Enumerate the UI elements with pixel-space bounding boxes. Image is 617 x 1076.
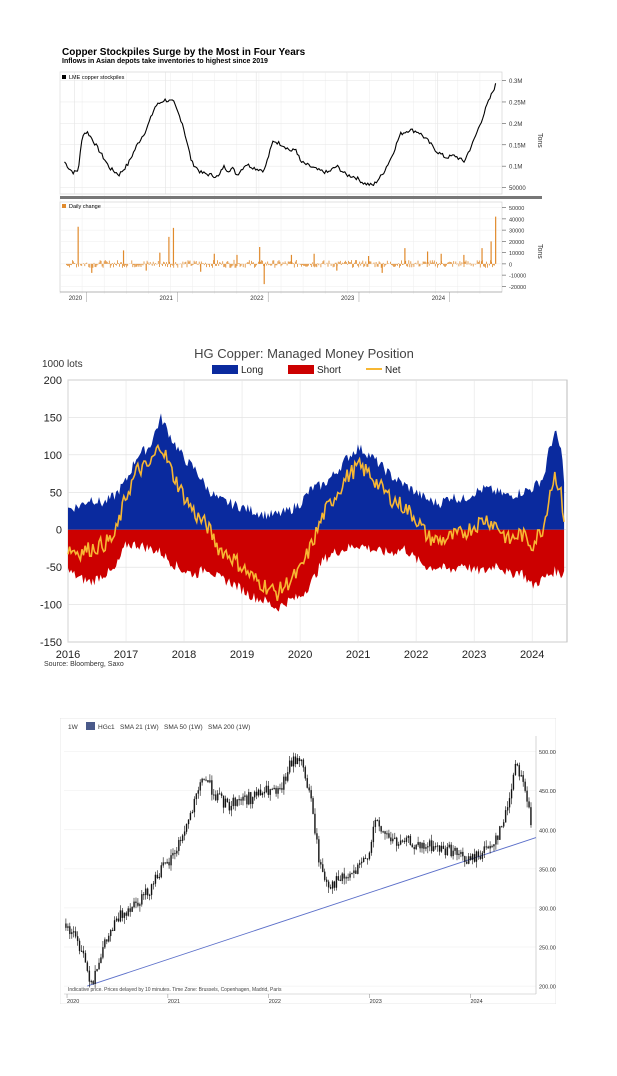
y-axis-label: Tons xyxy=(536,244,543,259)
sma200-label: SMA 200 (1W) xyxy=(208,724,250,731)
footer-note: Indicative price. Prices delayed by 10 m… xyxy=(68,987,282,993)
interval-label: 1W xyxy=(68,724,79,731)
stockpiles-svg: 0.3M 0.25M 0.2M 0.15M 0.1M 50000 Tons LME coppe… xyxy=(59,71,543,302)
legend-label: LME copper stockpiles xyxy=(69,75,125,81)
legend-swatch xyxy=(62,204,66,208)
chart-frame xyxy=(59,717,557,1005)
trendline xyxy=(87,837,537,987)
ticker-label: HGc1 xyxy=(98,724,115,731)
x-tick-label: 2024 xyxy=(432,296,446,302)
y-tick-label: 10000 xyxy=(509,251,524,257)
legend-swatch xyxy=(62,75,66,79)
chart-title: Copper Stockpiles Surge by the Most in F… xyxy=(62,47,306,58)
x-tick-label: 2022 xyxy=(250,296,264,302)
y-tick-label: 0.25M xyxy=(509,100,526,106)
legend-swatch xyxy=(288,365,314,374)
y-tick-label: 200 xyxy=(44,375,62,387)
y-tick-label: 150 xyxy=(44,412,62,424)
stockpiles-chart: Copper Stockpiles Surge by the Most in F… xyxy=(56,44,546,306)
y-tick-label: 350.00 xyxy=(539,867,556,873)
y-tick-label: 40000 xyxy=(509,217,524,223)
y-tick-label: 500.00 xyxy=(539,750,556,756)
daily-change-noise xyxy=(66,259,495,268)
x-tick-label: 2020 xyxy=(67,999,79,1004)
y-tick-label: 0.1M xyxy=(509,165,522,171)
x-tick-label: 2017 xyxy=(114,649,138,661)
x-tick-label: 2024 xyxy=(470,999,482,1004)
y-tick-label: 200.00 xyxy=(539,985,556,991)
x-tick-label: 2021 xyxy=(168,999,180,1004)
x-tick-label: 2023 xyxy=(341,296,355,302)
source-note: Source: Bloomberg, Saxo xyxy=(44,661,124,668)
legend-label: Net xyxy=(385,365,401,376)
legend-label: Short xyxy=(317,365,341,376)
series-short-area xyxy=(68,529,565,612)
y-tick-label: 0.3M xyxy=(509,79,522,85)
hgc1-price-chart: 1W HGc1 SMA 21 (1W) SMA 50 (1W) SMA 200 (1W)… xyxy=(59,717,557,1005)
y-tick-label: 0 xyxy=(56,525,62,537)
chart-title: HG Copper: Managed Money Position xyxy=(194,346,414,361)
y-axis-label: 1000 lots xyxy=(42,359,83,370)
x-tick-label: 2024 xyxy=(520,649,544,661)
x-tick-label: 2020 xyxy=(69,296,83,302)
y-tick-label: 50000 xyxy=(509,206,524,212)
y-tick-label: 0.15M xyxy=(509,143,526,149)
x-tick-label: 2023 xyxy=(370,999,382,1004)
y-tick-label: -20000 xyxy=(509,285,526,291)
y-tick-label: -10000 xyxy=(509,274,526,280)
hgc1-svg: 1W HGc1 SMA 21 (1W) SMA 50 (1W) SMA 200 (1W)… xyxy=(59,717,557,1005)
y-tick-label: -50 xyxy=(46,562,62,574)
y-tick-label: 100 xyxy=(44,450,62,462)
x-tick-label: 2021 xyxy=(159,296,173,302)
y-axis-label: Tons xyxy=(536,133,543,148)
y-tick-label: 400.00 xyxy=(539,828,556,834)
y-tick-label: 0.2M xyxy=(509,122,522,128)
y-tick-label: 50 xyxy=(50,487,62,499)
x-tick-label: 2022 xyxy=(404,649,428,661)
series-net-line xyxy=(67,443,565,601)
y-tick-label: 250.00 xyxy=(539,946,556,952)
legend-swatch xyxy=(212,365,238,374)
x-tick-label: 2022 xyxy=(269,999,281,1004)
y-tick-label: 450.00 xyxy=(539,789,556,795)
y-tick-label: 30000 xyxy=(509,229,524,235)
x-tick-label: 2019 xyxy=(230,649,254,661)
legend-label: Long xyxy=(241,365,263,376)
y-tick-label: 0 xyxy=(509,262,512,268)
stockpiles-line xyxy=(64,83,497,187)
candle-bodies xyxy=(65,756,532,984)
managed-money-svg: HG Copper: Managed Money Position 1000 lo… xyxy=(40,346,568,668)
chart-subtitle: Inflows in Asian depots take inventories… xyxy=(62,58,268,65)
y-tick-label: -100 xyxy=(40,600,62,612)
y-tick-label: 300.00 xyxy=(539,906,556,912)
x-tick-label: 2023 xyxy=(462,649,486,661)
x-tick-label: 2020 xyxy=(288,649,312,661)
y-tick-label: 20000 xyxy=(509,240,524,246)
x-tick-label: 2016 xyxy=(56,649,80,661)
managed-money-chart: HG Copper: Managed Money Position 1000 lo… xyxy=(20,340,580,670)
instrument-icon xyxy=(86,722,95,730)
x-tick-label: 2018 xyxy=(172,649,196,661)
panel-separator xyxy=(60,196,542,199)
y-tick-label: -150 xyxy=(40,637,62,649)
series-long-area xyxy=(68,413,565,530)
sma21-label: SMA 21 (1W) xyxy=(120,724,159,731)
sma50-label: SMA 50 (1W) xyxy=(164,724,203,731)
legend-label: Daily change xyxy=(69,204,101,210)
y-tick-label: 50000 xyxy=(509,186,526,192)
x-tick-label: 2021 xyxy=(346,649,370,661)
